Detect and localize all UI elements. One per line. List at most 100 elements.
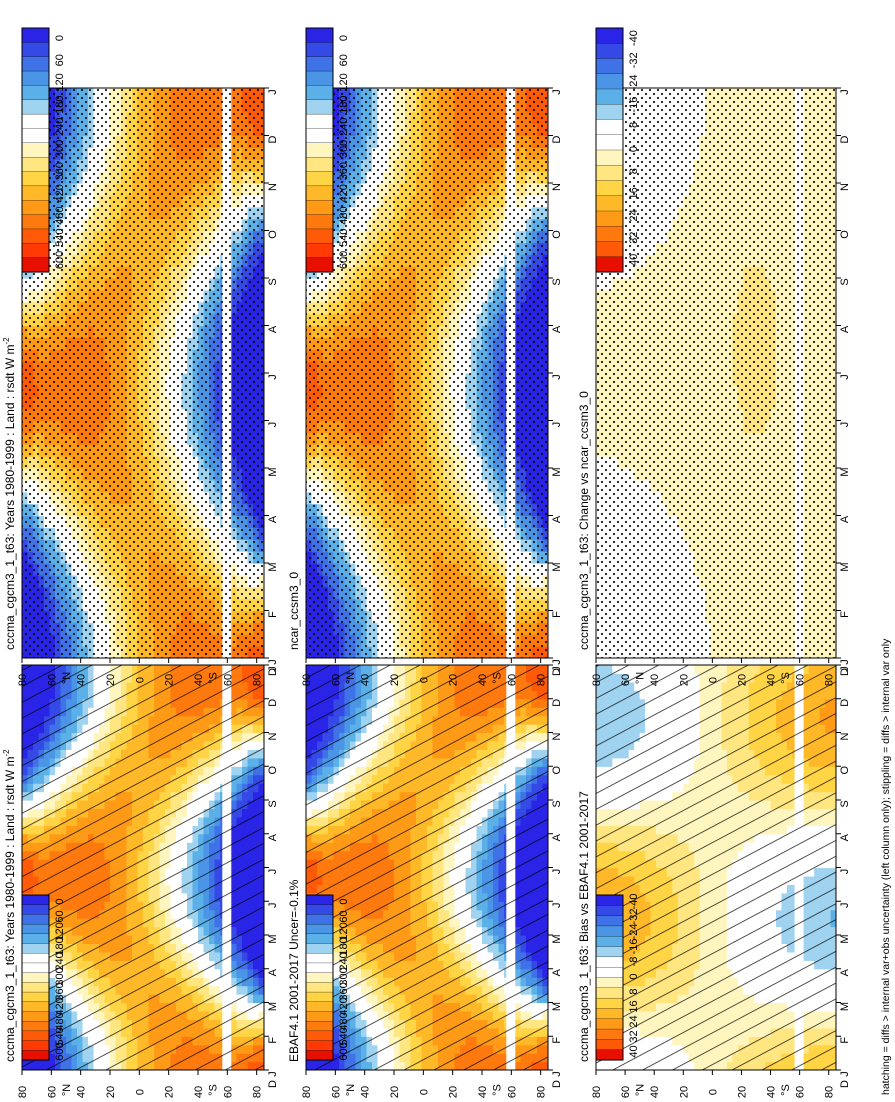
colorbar-label: 420: [54, 997, 66, 1015]
colorbar-label: 360: [338, 982, 350, 1000]
colorbar-cell: [305, 1001, 334, 1013]
colorbar-cell: [21, 962, 50, 974]
month-tick-label: M: [551, 1002, 563, 1011]
colorbar-label: 180: [54, 937, 66, 955]
colorbar-cell: [21, 1050, 50, 1061]
month-tick-label: J: [267, 903, 279, 909]
colorbar-cell: [21, 904, 50, 915]
colorbar-cell: [305, 1030, 334, 1042]
colorbar-label: 480: [338, 1012, 350, 1030]
month-tick-label: J: [267, 869, 279, 875]
month-tick-label: S: [267, 800, 279, 807]
month-tick-label: F: [551, 1037, 563, 1044]
colorbar-cell: [21, 1030, 50, 1042]
colorbar-cell: [21, 1040, 50, 1051]
lat-tick-label: 20: [105, 1086, 117, 1098]
month-tick-label: A: [551, 968, 563, 976]
colorbar-frame: [21, 894, 50, 1061]
month-start-label: D: [551, 1080, 563, 1088]
lat-hemi-south: °S: [492, 1084, 504, 1096]
hatch-overlay: [306, 665, 548, 1070]
lat-tick-label: 20: [164, 1086, 176, 1098]
colorbar-cell: [21, 933, 50, 945]
colorbar-cell: [305, 894, 334, 906]
colorbar-label: 0: [338, 898, 350, 904]
lat-hemi-north: °N: [61, 1084, 73, 1096]
colorbar-label: 480: [54, 1012, 66, 1030]
colorbar-cell: [305, 943, 334, 954]
lat-tick-label: 80: [536, 1086, 548, 1098]
colorbar-cell: [21, 1011, 50, 1022]
month-tick-label: M: [267, 934, 279, 943]
colorbar-label: 540: [54, 1027, 66, 1045]
month-tick-label: A: [267, 968, 279, 976]
colorbar-cell: [305, 904, 334, 915]
colorbar-cell: [305, 991, 334, 1003]
month-tick-label: O: [551, 766, 563, 775]
month-tick-label: J: [551, 666, 563, 672]
colorbar-cell: [21, 991, 50, 1003]
lat-tick-label: 40: [193, 1086, 205, 1098]
colorbar-cell: [305, 1021, 334, 1032]
month-tick-label: M: [551, 934, 563, 943]
lat-tick-label: 60: [330, 1086, 342, 1098]
month-tick-label: S: [551, 800, 563, 807]
colorbar-cell: [305, 962, 334, 974]
lat-tick-label: 0: [134, 1089, 146, 1095]
month-tick-label: A: [551, 833, 563, 841]
month-tick-label: J: [267, 666, 279, 672]
colorbar-label: 300: [54, 967, 66, 985]
colorbar-cell: [21, 1021, 50, 1032]
colorbar-label: 120: [338, 922, 350, 940]
colorbar-label: 540: [338, 1027, 350, 1045]
lat-tick-label: 80: [301, 1086, 313, 1098]
colorbar-label: 60: [338, 910, 350, 922]
month-tick-label: A: [267, 833, 279, 841]
colorbar-label: 420: [338, 997, 350, 1015]
colorbar-cell: [21, 894, 50, 906]
month-tick-label: J: [267, 1071, 279, 1077]
colorbar-cell: [21, 953, 50, 964]
colorbar-cell: [21, 914, 50, 925]
colorbar-cell: [305, 953, 334, 964]
colorbar-cell: [305, 923, 334, 935]
colorbar-cell: [21, 923, 50, 935]
month-tick-label: D: [267, 699, 279, 707]
month-tick-label: J: [551, 869, 563, 875]
colorbar-label: 60: [54, 910, 66, 922]
month-tick-label: N: [267, 732, 279, 740]
lat-tick-label: 0: [418, 1089, 430, 1095]
colorbar-label: 240: [338, 952, 350, 970]
colorbar-label: 0: [54, 898, 66, 904]
hatch-overlay: [22, 665, 264, 1070]
colorbar-label: 300: [338, 967, 350, 985]
month-tick-label: J: [551, 903, 563, 909]
panel-title: cccma_cgcm3_1_t63: Years 1980-1999 : Lan…: [2, 749, 17, 1062]
colorbar-cell: [21, 943, 50, 954]
lat-tick-label: 40: [477, 1086, 489, 1098]
colorbar-cell: [305, 972, 334, 983]
month-tick-label: M: [267, 1002, 279, 1011]
month-tick-label: D: [551, 699, 563, 707]
month-start-label: D: [267, 1080, 279, 1088]
lat-tick-label: 60: [506, 1086, 518, 1098]
colorbar-cell: [305, 1011, 334, 1022]
colorbar-label: 180: [338, 937, 350, 955]
month-tick-label: O: [267, 766, 279, 775]
month-tick-label: N: [551, 732, 563, 740]
lat-tick-label: 20: [389, 1086, 401, 1098]
lat-tick-label: 40: [76, 1086, 88, 1098]
panel-title: EBAF4.1 2001-2017 Uncer=-0.1%: [287, 879, 301, 1062]
lat-tick-label: 60: [222, 1086, 234, 1098]
colorbar-cell: [21, 972, 50, 983]
colorbar-cell: [21, 1001, 50, 1013]
colorbar-label: 360: [54, 982, 66, 1000]
colorbar-label: 120: [54, 922, 66, 940]
colorbar-cell: [305, 1040, 334, 1051]
lat-hemi-south: °S: [208, 1084, 220, 1096]
